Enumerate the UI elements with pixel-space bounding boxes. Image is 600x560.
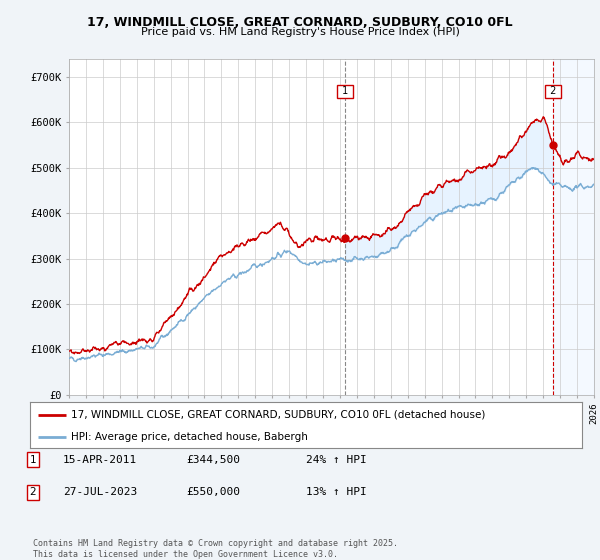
Text: 17, WINDMILL CLOSE, GREAT CORNARD, SUDBURY, CO10 0FL: 17, WINDMILL CLOSE, GREAT CORNARD, SUDBU… [87, 16, 513, 29]
Text: 2: 2 [29, 487, 37, 497]
Text: Contains HM Land Registry data © Crown copyright and database right 2025.
This d: Contains HM Land Registry data © Crown c… [33, 539, 398, 559]
Text: £550,000: £550,000 [186, 487, 240, 497]
Text: 17, WINDMILL CLOSE, GREAT CORNARD, SUDBURY, CO10 0FL (detached house): 17, WINDMILL CLOSE, GREAT CORNARD, SUDBU… [71, 410, 486, 420]
Bar [553, 59, 594, 395]
Text: 13% ↑ HPI: 13% ↑ HPI [306, 487, 367, 497]
Text: 1: 1 [29, 455, 37, 465]
Text: 2: 2 [547, 86, 559, 96]
Text: 27-JUL-2023: 27-JUL-2023 [63, 487, 137, 497]
Text: 24% ↑ HPI: 24% ↑ HPI [306, 455, 367, 465]
Text: 15-APR-2011: 15-APR-2011 [63, 455, 137, 465]
Text: £344,500: £344,500 [186, 455, 240, 465]
Text: 1: 1 [338, 86, 351, 96]
Text: HPI: Average price, detached house, Babergh: HPI: Average price, detached house, Babe… [71, 432, 308, 441]
Text: Price paid vs. HM Land Registry's House Price Index (HPI): Price paid vs. HM Land Registry's House … [140, 27, 460, 37]
